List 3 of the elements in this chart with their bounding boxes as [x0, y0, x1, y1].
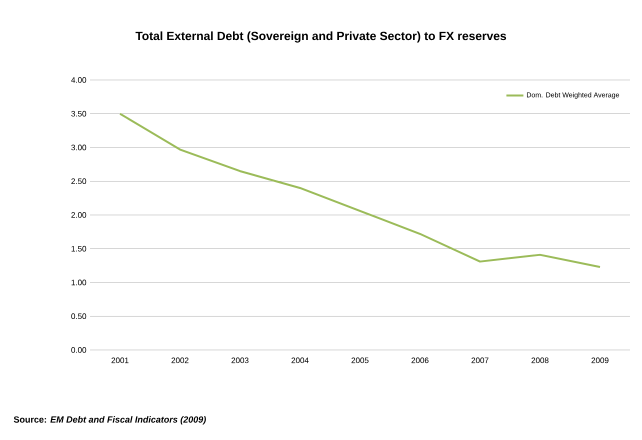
line-series — [119, 112, 602, 268]
chart-title: Total External Debt (Sovereign and Private Sector) to FX reserves — [136, 31, 506, 43]
source-note: Source: EM Debt and Fiscal Indicators (2009) — [14, 416, 206, 424]
